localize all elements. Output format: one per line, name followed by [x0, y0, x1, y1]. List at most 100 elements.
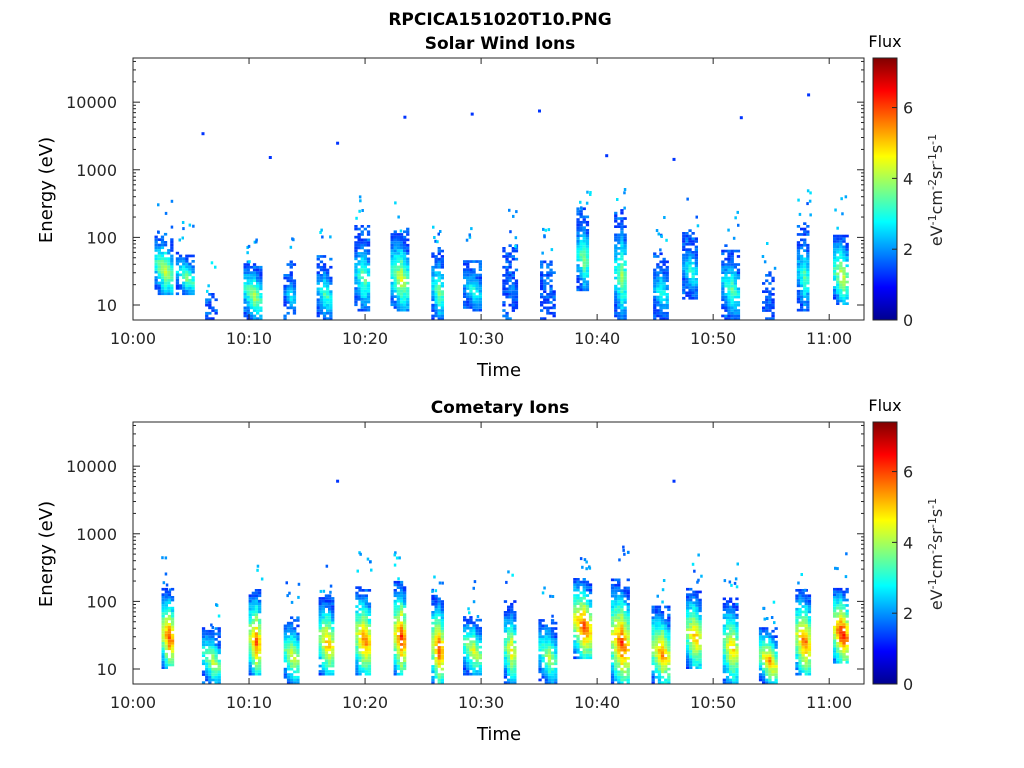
cometary-pixel — [544, 667, 548, 671]
solar-wind-pixel — [511, 306, 515, 310]
cometary-pixel — [283, 651, 287, 655]
solar-wind-pixel — [842, 280, 846, 284]
solar-wind-pixel — [360, 254, 364, 258]
solar-wind-pixel — [691, 240, 695, 243]
cometary-pixel — [722, 602, 726, 606]
solar-wind-pixel — [682, 296, 686, 300]
cometary-pixel — [833, 596, 837, 599]
solar-wind-pixel — [188, 273, 192, 277]
solar-wind-y-tick-label: 10 — [97, 296, 117, 315]
solar-wind-pixel — [511, 301, 515, 304]
cometary-pixel — [251, 643, 255, 646]
cometary-pixel — [399, 583, 404, 587]
cometary-pixel — [657, 678, 662, 682]
cometary-pixel — [403, 640, 407, 644]
solar-wind-pixel — [623, 293, 627, 296]
cometary-colorbar-unit: eV-1cm-2sr-1s-1 — [926, 498, 946, 610]
cometary-pixel — [732, 673, 736, 676]
cometary-pixel — [833, 598, 837, 602]
solar-wind-pixel — [478, 287, 482, 290]
cometary-pixel — [161, 556, 164, 560]
cometary-pixel — [403, 602, 407, 606]
solar-wind-pixel — [366, 281, 371, 285]
cometary-pixel — [795, 653, 799, 657]
solar-wind-pixel — [406, 271, 410, 274]
solar-wind-pixel — [248, 260, 251, 264]
cometary-pixel — [842, 631, 846, 634]
cometary-pixel — [698, 652, 702, 656]
cometary-pixel — [205, 673, 209, 676]
cometary-pixel — [434, 665, 438, 668]
solar-wind-pixel — [243, 276, 247, 280]
solar-wind-pixel — [431, 290, 435, 293]
cometary-pixel — [836, 567, 839, 571]
cometary-pixel — [361, 664, 365, 668]
cometary-pixel — [768, 673, 772, 676]
solar-wind-pixel — [733, 290, 737, 293]
cometary-pixel — [698, 590, 702, 594]
cometary-pixel — [286, 662, 291, 666]
solar-wind-pixel — [796, 289, 801, 293]
solar-wind-pixel — [185, 260, 189, 263]
cometary-pixel — [434, 632, 438, 636]
cometary-pixel — [286, 621, 291, 625]
cometary-pixel — [768, 662, 772, 666]
cometary-pixel — [513, 632, 517, 636]
cometary-pixel — [328, 632, 332, 635]
solar-wind-pixel — [326, 309, 330, 312]
cometary-pixel — [585, 580, 590, 584]
solar-wind-pixel — [845, 250, 849, 254]
cometary-pixel — [804, 645, 808, 649]
cometary-pixel — [623, 670, 627, 674]
cometary-pixel — [361, 653, 365, 657]
solar-wind-pixel — [511, 303, 515, 307]
cometary-pixel — [762, 638, 766, 641]
cometary-pixel — [729, 638, 733, 641]
cometary-pixel — [729, 605, 733, 609]
cometary-pixel — [399, 629, 404, 633]
cometary-pixel — [614, 632, 618, 636]
cometary-pixel — [804, 651, 808, 654]
cometary-pixel — [654, 667, 658, 671]
cometary-pixel — [804, 659, 808, 662]
solar-wind-pixel — [836, 296, 840, 300]
solar-wind-pixel — [694, 272, 698, 276]
solar-wind-pixel — [585, 285, 590, 289]
cometary-pixel — [585, 637, 590, 641]
solar-wind-pixel — [440, 317, 444, 320]
cometary-pixel — [729, 619, 733, 622]
cometary-pixel — [692, 604, 696, 607]
cometary-pixel — [399, 594, 404, 598]
cometary-pixel — [361, 629, 365, 633]
cometary-pixel — [651, 635, 655, 638]
solar-wind-pixel — [252, 301, 257, 304]
cometary-pixel — [657, 616, 662, 620]
cometary-pixel — [331, 635, 335, 638]
cometary-pixel — [836, 633, 840, 637]
solar-wind-pixel — [659, 252, 663, 256]
solar-wind-pixel — [157, 257, 161, 260]
cometary-pixel — [321, 672, 325, 676]
cometary-pixel — [440, 675, 444, 679]
cometary-pixel — [626, 638, 630, 641]
cometary-pixel — [510, 624, 514, 628]
cometary-pixel — [732, 616, 736, 620]
cometary-pixel — [205, 640, 209, 644]
cometary-pixel — [437, 619, 441, 622]
solar-wind-pixel — [181, 221, 185, 224]
cometary-pixel — [667, 646, 671, 649]
cometary-pixel — [735, 665, 739, 668]
cometary-pixel — [208, 678, 212, 682]
solar-wind-pixel — [399, 279, 404, 282]
cometary-pixel — [804, 637, 808, 641]
cometary-pixel — [801, 605, 805, 608]
solar-wind-pixel — [366, 273, 371, 277]
cometary-pixel — [290, 624, 294, 628]
cometary-pixel — [208, 643, 212, 647]
cometary-pixel — [804, 594, 808, 598]
solar-wind-pixel — [357, 279, 361, 282]
cometary-burst — [248, 564, 264, 676]
cometary-pixel — [361, 643, 365, 646]
cometary-pixel — [588, 624, 593, 627]
cometary-pixel — [620, 616, 624, 620]
